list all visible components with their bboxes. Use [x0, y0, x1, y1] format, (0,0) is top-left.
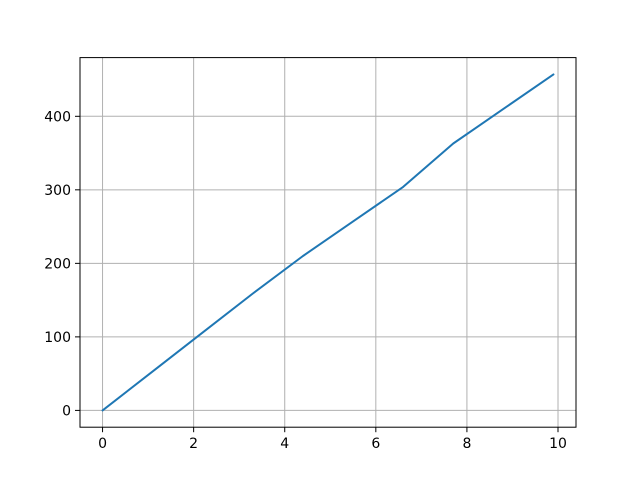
x-tick-label: 6	[371, 436, 380, 452]
axes-frame	[79, 57, 577, 428]
y-tick-label: 300	[44, 183, 71, 199]
y-tick-labels: 0 100 200 300 400	[44, 109, 71, 419]
x-tick-label: 0	[98, 436, 107, 452]
grid-lines	[80, 57, 576, 428]
x-tick-label: 2	[189, 436, 198, 452]
y-tick-label: 0	[62, 403, 71, 419]
y-tick-label: 200	[44, 256, 71, 272]
x-tick-label: 4	[280, 436, 289, 452]
x-tick-label: 8	[462, 436, 471, 452]
data-series-line	[101, 73, 555, 412]
x-tick-labels: 0 2 4 6 8 10	[98, 436, 567, 452]
axis-tick-marks	[75, 115, 559, 433]
x-tick-label: 10	[549, 436, 567, 452]
y-tick-label: 400	[44, 109, 71, 125]
y-tick-label: 100	[44, 330, 71, 346]
